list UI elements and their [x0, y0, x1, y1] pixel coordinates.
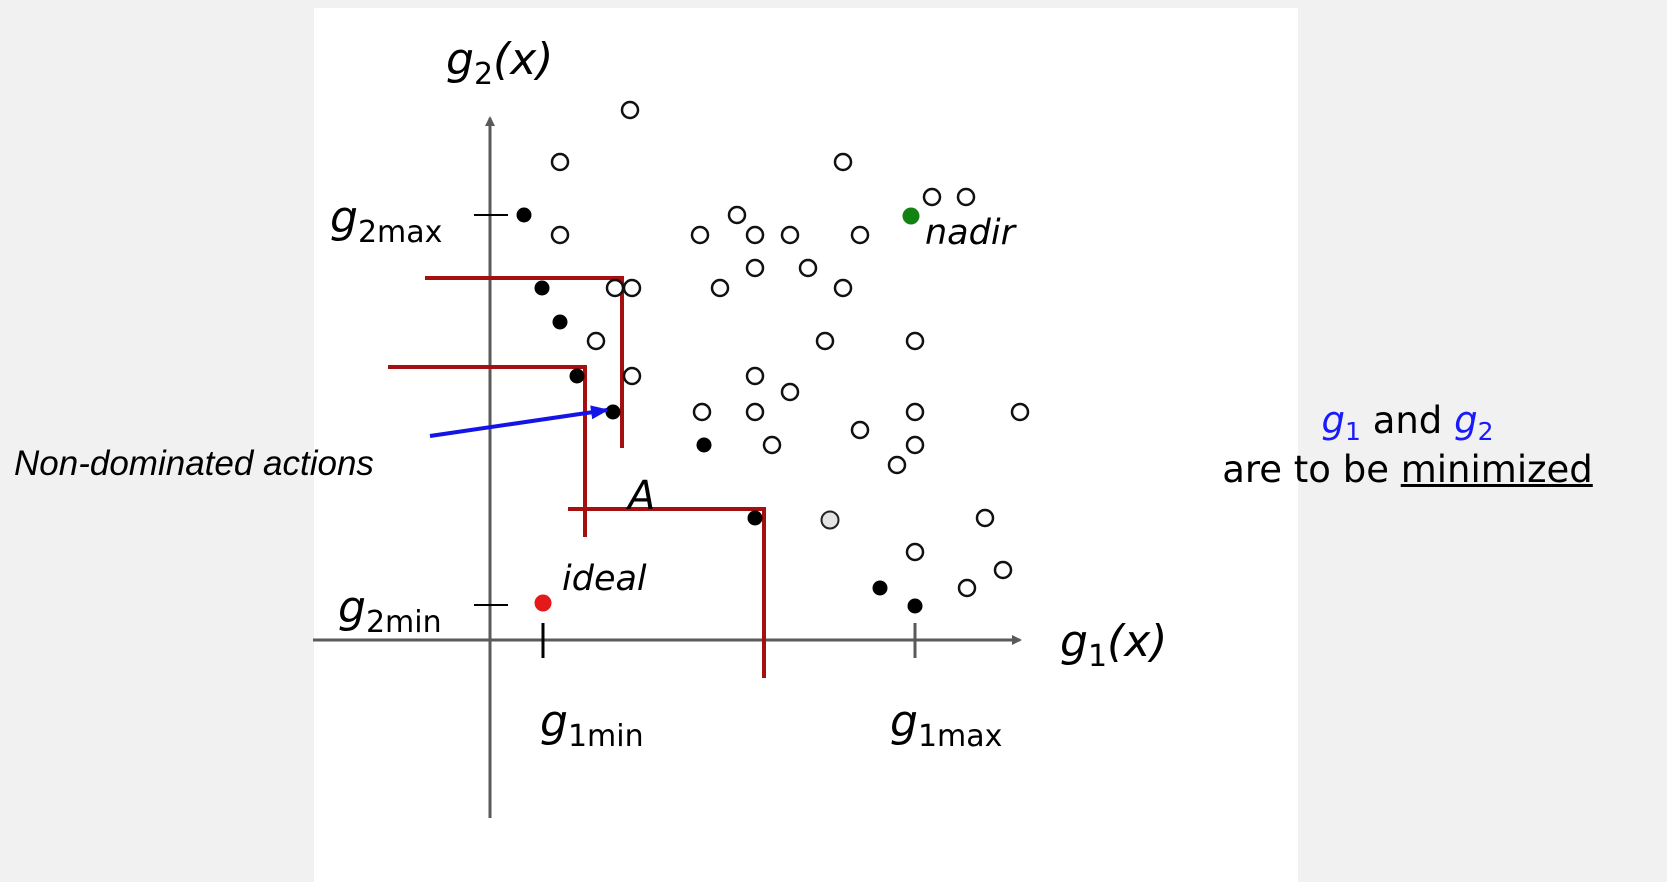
dominated-point	[957, 578, 977, 598]
non-dominated-point	[696, 437, 712, 453]
minimization-note: g1 and g2 are to be minimized	[1148, 398, 1667, 494]
dominated-point	[710, 278, 730, 298]
diagram-panel	[314, 8, 1298, 882]
non-dominated-point	[516, 207, 532, 223]
dominated-point	[745, 366, 765, 386]
dominated-point	[905, 542, 925, 562]
dominated-point	[833, 278, 853, 298]
x-axis-label: g1(x)	[1060, 616, 1168, 674]
dominated-point	[850, 420, 870, 440]
non-dominated-point	[605, 404, 621, 420]
dominated-point	[815, 331, 835, 351]
dominated-point	[798, 258, 818, 278]
dominated-point	[956, 187, 976, 207]
g2min-label: g2min	[338, 582, 442, 640]
dominance-line-lower	[568, 507, 766, 678]
dominated-point	[622, 366, 642, 386]
dominated-point	[905, 331, 925, 351]
dominated-point	[762, 435, 782, 455]
dominance-line-upper	[425, 276, 624, 448]
dominated-point	[922, 187, 942, 207]
note-g2: g2	[1454, 399, 1494, 446]
note-g1: g1	[1321, 399, 1361, 446]
nadir-point	[902, 207, 920, 225]
dominated-point	[690, 225, 710, 245]
dominated-point	[833, 152, 853, 172]
dominated-point	[745, 258, 765, 278]
non-dominated-points	[516, 207, 923, 614]
non-dominated-point	[907, 598, 923, 614]
non-dominated-point	[872, 580, 888, 596]
nadir-label: nadir	[925, 213, 1015, 253]
dominated-point	[550, 152, 570, 172]
non-dominated-point	[747, 510, 763, 526]
y-axis-label: g2(x)	[446, 34, 554, 92]
dominated-point	[605, 278, 625, 298]
point-a-label: A	[628, 473, 656, 519]
non-dominated-point	[534, 280, 550, 296]
dominated-point	[993, 560, 1013, 580]
dominated-point	[550, 225, 570, 245]
dominated-points	[550, 100, 1030, 598]
non-dominated-callout: Non-dominated actions	[14, 444, 374, 483]
dominance-line-middle	[388, 365, 587, 537]
dominated-point	[745, 225, 765, 245]
dominated-point	[727, 205, 747, 225]
note-line-2: are to be minimized	[1222, 448, 1593, 492]
dominated-point	[780, 382, 800, 402]
dominated-point	[1010, 402, 1030, 422]
dominated-point	[622, 278, 642, 298]
note-line-1: g1 and g2	[1321, 399, 1494, 446]
dominated-point	[850, 225, 870, 245]
dominated-point	[745, 402, 765, 422]
dominated-point	[905, 402, 925, 422]
special-points	[534, 207, 920, 612]
dominated-point	[780, 225, 800, 245]
non-dominated-point	[569, 368, 585, 384]
dominated-point	[692, 402, 712, 422]
ideal-point	[534, 594, 552, 612]
callout-arrow	[429, 405, 609, 438]
action-a-point	[820, 510, 840, 530]
non-dominated-point	[552, 314, 568, 330]
dominated-point	[620, 100, 640, 120]
dominated-point	[905, 435, 925, 455]
g1max-label: g1max	[890, 696, 1003, 754]
g2max-label: g2max	[330, 192, 443, 250]
dominated-point	[887, 455, 907, 475]
dominated-point	[975, 508, 995, 528]
ideal-label: ideal	[562, 559, 647, 599]
dominated-point	[586, 331, 606, 351]
g1min-label: g1min	[540, 696, 644, 754]
